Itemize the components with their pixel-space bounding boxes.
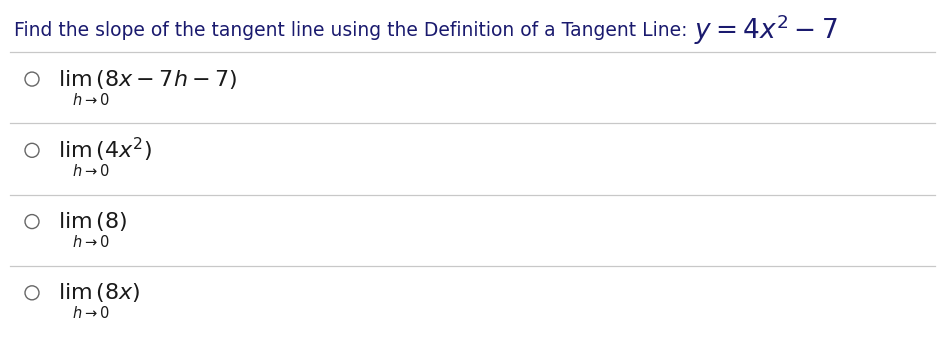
- Text: $\mathrm{lim}\,(8x - 7h - 7)$: $\mathrm{lim}\,(8x - 7h - 7)$: [58, 68, 237, 91]
- Text: $h \to 0$: $h \to 0$: [72, 305, 110, 321]
- Text: $h \to 0$: $h \to 0$: [72, 92, 110, 108]
- Text: $\mathrm{lim}\,(4x^2)$: $\mathrm{lim}\,(4x^2)$: [58, 136, 152, 164]
- Text: Find the slope of the tangent line using the Definition of a Tangent Line:: Find the slope of the tangent line using…: [14, 21, 693, 39]
- Text: $h \to 0$: $h \to 0$: [72, 234, 110, 250]
- Text: $h \to 0$: $h \to 0$: [72, 163, 110, 179]
- Text: $\mathrm{lim}\,(8x)$: $\mathrm{lim}\,(8x)$: [58, 281, 141, 304]
- Text: $y = 4x^2 - 7$: $y = 4x^2 - 7$: [693, 13, 836, 47]
- Text: $\mathrm{lim}\,(8)$: $\mathrm{lim}\,(8)$: [58, 210, 127, 233]
